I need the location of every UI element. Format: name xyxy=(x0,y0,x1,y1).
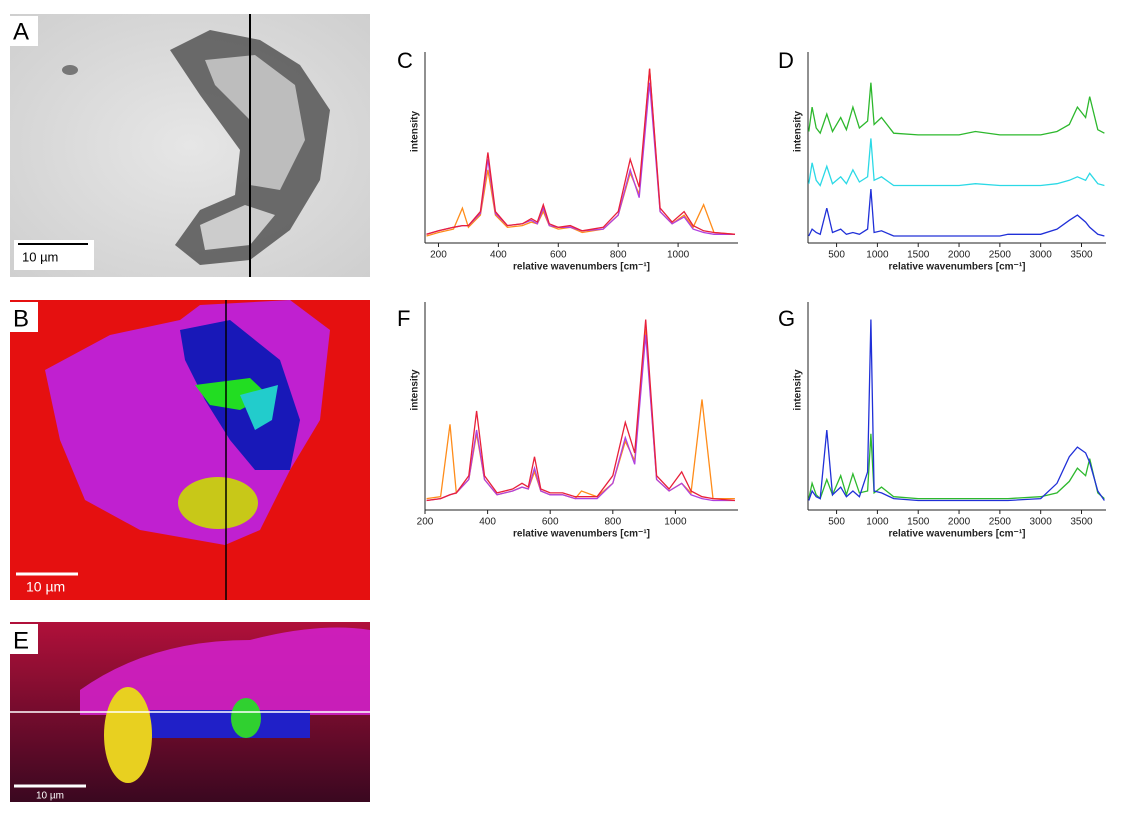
spectrum xyxy=(426,68,736,237)
x-tick-label: 200 xyxy=(430,250,447,261)
panel-e: E 10 µm xyxy=(10,622,370,802)
spectrum xyxy=(426,68,736,235)
panel-a: A 10 µm xyxy=(10,14,370,277)
label-box xyxy=(10,302,38,332)
spectrum xyxy=(426,334,735,502)
y-axis-label: intensity xyxy=(410,111,421,153)
y-axis-label: intensity xyxy=(793,369,804,411)
x-tick-label: 1500 xyxy=(907,517,930,528)
spectrum xyxy=(426,82,735,235)
x-axis-label: relative wavenumbers [cm⁻¹] xyxy=(513,262,650,273)
x-tick-label: 500 xyxy=(828,517,845,528)
x-tick-label: 1000 xyxy=(664,517,687,528)
panel-label: D xyxy=(778,48,794,73)
x-tick-label: 1000 xyxy=(866,517,889,528)
spectrum xyxy=(808,138,1105,187)
spectrum xyxy=(808,433,1105,500)
speck xyxy=(62,65,78,75)
panel-label: E xyxy=(13,627,29,654)
x-tick-label: 2000 xyxy=(948,517,971,528)
x-axis-label: relative wavenumbers [cm⁻¹] xyxy=(513,529,650,540)
panel-b: B 10 µm xyxy=(10,300,370,600)
x-tick-label: 3000 xyxy=(1030,250,1053,261)
scale-label: 10 µm xyxy=(36,791,64,802)
panel-label: C xyxy=(397,48,413,73)
label-box xyxy=(10,16,38,46)
x-tick-label: 500 xyxy=(828,250,845,261)
x-tick-label: 800 xyxy=(604,517,621,528)
phase-magenta xyxy=(80,627,370,715)
x-tick-label: 800 xyxy=(610,250,627,261)
crystal-face xyxy=(205,55,305,190)
panel-label: G xyxy=(778,306,795,331)
x-tick-label: 2500 xyxy=(989,517,1012,528)
x-tick-label: 200 xyxy=(417,517,434,528)
x-tick-label: 1500 xyxy=(907,250,930,261)
x-tick-label: 1000 xyxy=(667,250,690,261)
phase-cyan xyxy=(240,385,278,430)
scale-label: 10 µm xyxy=(26,579,65,595)
crystal-face xyxy=(200,205,275,250)
spectrum xyxy=(426,328,735,500)
x-tick-label: 600 xyxy=(542,517,559,528)
phase-yellow xyxy=(104,687,152,783)
x-axis-label: relative wavenumbers [cm⁻¹] xyxy=(889,262,1026,273)
x-tick-label: 3000 xyxy=(1030,517,1053,528)
x-tick-label: 2000 xyxy=(948,250,971,261)
x-tick-label: 3500 xyxy=(1070,250,1093,261)
panel-label: F xyxy=(397,306,410,331)
phase-yellow xyxy=(178,477,258,529)
scale-label: 10 µm xyxy=(22,249,58,264)
y-axis-label: intensity xyxy=(410,369,421,411)
spectrum xyxy=(808,188,1105,237)
x-tick-label: 2500 xyxy=(989,250,1012,261)
spectrum xyxy=(808,319,1105,502)
panel-label: A xyxy=(13,18,29,45)
x-tick-label: 400 xyxy=(479,517,496,528)
spectrum xyxy=(426,319,735,502)
x-axis-label: relative wavenumbers [cm⁻¹] xyxy=(889,529,1026,540)
x-tick-label: 3500 xyxy=(1070,517,1093,528)
panel-label: B xyxy=(13,305,29,332)
spectrum xyxy=(808,82,1105,136)
x-tick-label: 400 xyxy=(490,250,507,261)
x-tick-label: 1000 xyxy=(866,250,889,261)
phase-green xyxy=(231,698,261,738)
label-box xyxy=(10,624,38,654)
y-axis-label: intensity xyxy=(793,111,804,153)
phase-blue xyxy=(150,710,310,738)
x-tick-label: 600 xyxy=(550,250,567,261)
